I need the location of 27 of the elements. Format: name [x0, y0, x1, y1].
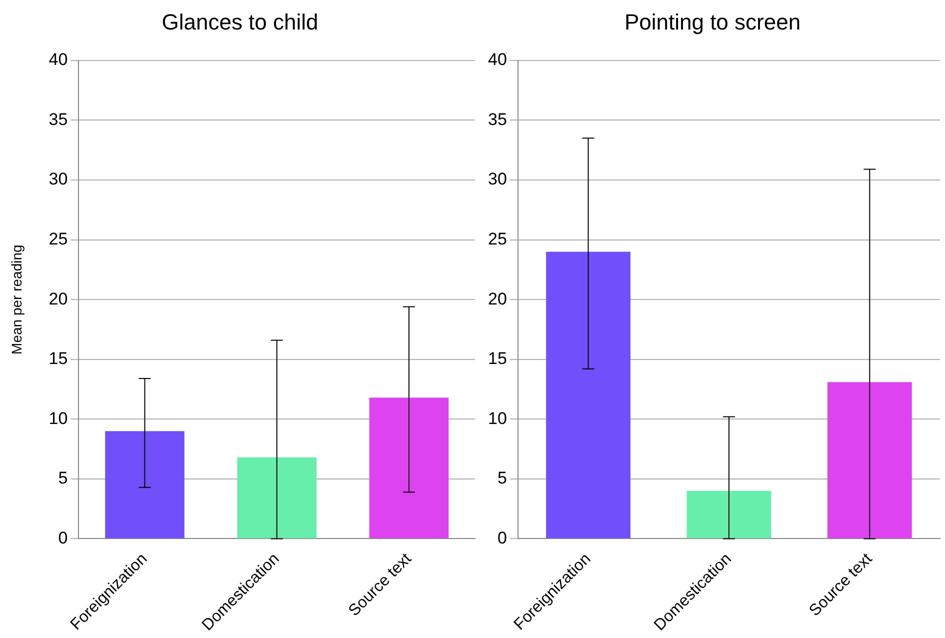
chart-title: Glances to child [162, 9, 318, 34]
y-tick-label: 10 [48, 408, 68, 428]
y-tick-label: 25 [48, 229, 68, 248]
y-tick-label: 0 [58, 528, 68, 548]
y-tick-label: 15 [48, 349, 68, 368]
y-tick-label: 25 [488, 229, 507, 248]
bar [369, 398, 449, 538]
y-tick-label: 40 [48, 50, 68, 70]
y-axis-title: Mean per reading [8, 244, 24, 354]
chart-title: Pointing to screen [624, 9, 801, 34]
bar [546, 252, 630, 538]
bar [237, 457, 316, 538]
y-tick-label: 30 [488, 170, 507, 189]
bar [686, 490, 772, 538]
y-tick-label: 30 [48, 170, 68, 189]
y-tick-label: 15 [488, 349, 507, 368]
y-tick-label: 5 [58, 468, 68, 488]
bar [827, 382, 912, 538]
y-tick-label: 20 [48, 289, 68, 308]
y-tick-label: 5 [497, 468, 507, 488]
y-tick-label: 35 [488, 110, 507, 129]
y-tick-label: 40 [488, 50, 507, 70]
bar [105, 431, 184, 538]
y-tick-label: 35 [48, 110, 68, 129]
y-tick-label: 20 [488, 289, 507, 308]
y-tick-label: 10 [488, 408, 507, 428]
y-tick-label: 0 [497, 528, 507, 548]
